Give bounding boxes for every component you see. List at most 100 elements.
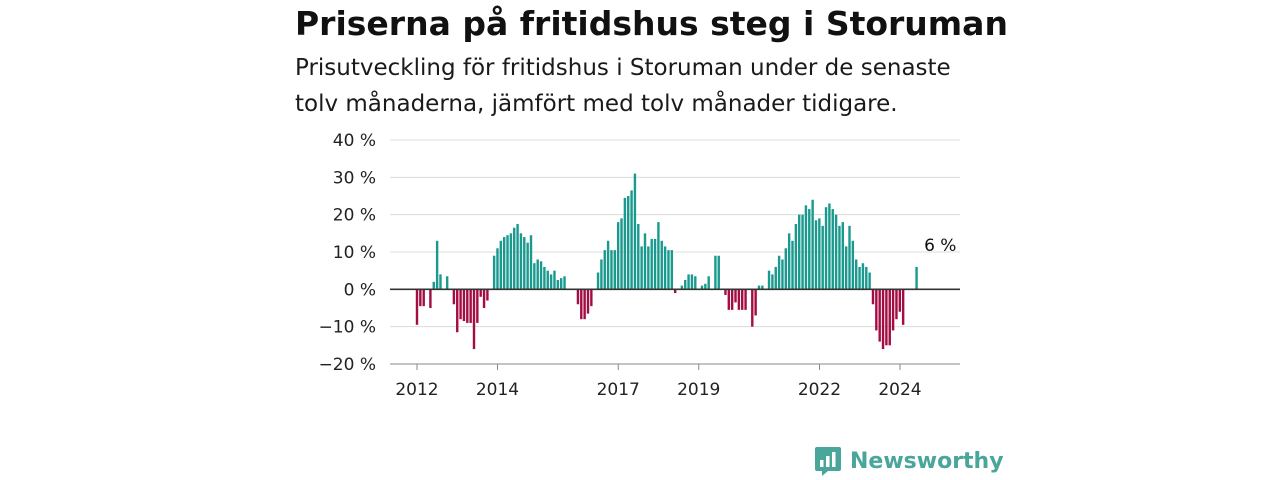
bar [828,203,831,290]
bar [878,289,881,342]
bar [767,270,771,290]
y-tick-label: −10 % [319,318,376,338]
bar [439,274,442,290]
bar [838,225,841,290]
bar [834,214,838,290]
bar [754,289,757,316]
bar [476,289,479,323]
bar [663,246,667,290]
bar [539,261,543,290]
bar [694,276,697,290]
bar [576,289,580,305]
bar [724,289,727,295]
bar [633,173,637,290]
y-tick-label: 10 % [333,243,376,263]
bar [774,266,777,290]
newsworthy-logo-icon [815,447,841,476]
bar [513,227,516,290]
bar [529,235,533,290]
x-tick-label: 2022 [798,380,841,400]
bar [814,220,818,290]
bar [653,238,657,290]
gridlines [390,139,960,365]
bar [831,209,834,290]
bar [472,289,476,350]
bar [791,240,794,290]
bar [459,289,462,320]
bar [456,289,459,333]
bar [730,289,734,310]
x-tick-label: 2024 [878,380,921,400]
bar [419,289,422,307]
bar [818,218,821,290]
bar [479,289,482,297]
x-tick-label: 2012 [395,380,438,400]
bar [811,199,814,290]
bar [606,240,610,290]
bar [610,250,613,290]
y-tick-label: 0 % [344,280,376,300]
bar [492,255,496,290]
bar [727,289,731,310]
y-tick-label: −20 % [319,355,376,375]
bar [452,289,456,305]
bar [684,280,687,290]
bar [586,289,590,314]
bar [647,246,650,290]
bar [519,233,523,290]
bar [865,266,868,290]
bar [717,255,720,290]
x-tick-label: 2014 [476,380,519,400]
bar-series [415,173,918,350]
bar [757,285,761,290]
bar [526,242,529,290]
bar [821,225,824,290]
bar [784,248,788,290]
bar [543,266,546,290]
bar [848,225,851,290]
bar [741,289,744,310]
x-tick-label: 2019 [677,380,720,400]
chart-title: Priserna på fritidshus steg i Storuman [295,4,1008,43]
bar [600,259,603,290]
bar [630,190,633,290]
bar [700,285,704,290]
bar [667,250,670,290]
bar [506,235,509,290]
bar [563,276,566,290]
bar [620,218,623,290]
bar [445,276,449,290]
bar [734,289,737,303]
bar [844,246,848,290]
bar [533,263,536,290]
bar [895,289,898,320]
bar [888,289,891,346]
bar [590,289,593,307]
bar [855,259,858,290]
bar [781,259,784,290]
bar [536,259,539,290]
bar [422,289,425,307]
newsworthy-logo: Newsworthy [814,445,1004,477]
bar [496,248,499,290]
bar [673,289,677,294]
bar [885,289,888,346]
bar [559,278,563,290]
bar [499,240,503,290]
bar [556,280,560,290]
bar [549,274,553,290]
bar [751,289,754,327]
last-value-label: 6 % [924,236,956,256]
bar [637,224,640,290]
bar [596,272,600,290]
bar [580,289,583,320]
bar [777,255,781,290]
bar [868,272,871,290]
bar [627,196,630,290]
bar [553,270,556,290]
bar [650,238,653,290]
bar [704,283,707,290]
bar [523,237,526,290]
brand-name: Newsworthy [850,448,1004,474]
bar [623,197,627,290]
